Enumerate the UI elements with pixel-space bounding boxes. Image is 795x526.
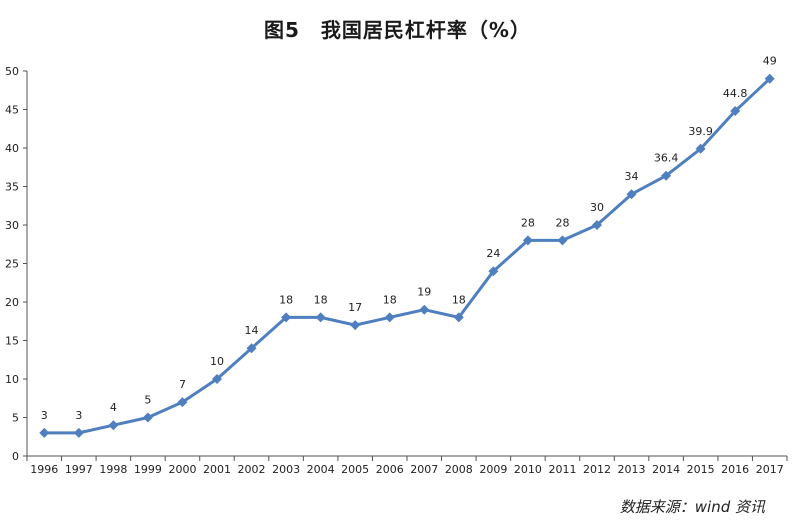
- data-label: 14: [245, 324, 259, 337]
- x-tick-label: 2007: [410, 463, 438, 476]
- series-line: [44, 77, 771, 435]
- data-point-marker: [557, 235, 568, 246]
- data-point-marker: [695, 143, 706, 154]
- data-point-marker: [522, 235, 533, 246]
- data-point-marker: [661, 170, 672, 181]
- y-tick-label: 30: [5, 219, 19, 232]
- data-point-marker: [281, 312, 292, 323]
- data-source-note: 数据来源：wind 资讯: [619, 498, 765, 516]
- x-tick-label: 1999: [134, 463, 162, 476]
- data-label: 36.4: [654, 152, 679, 165]
- data-label: 17: [348, 301, 362, 314]
- x-tick-label: 1998: [99, 463, 127, 476]
- data-label: 5: [144, 394, 151, 407]
- data-point-marker: [108, 420, 119, 431]
- data-label: 18: [452, 293, 466, 306]
- data-label: 18: [314, 293, 328, 306]
- data-label: 3: [41, 409, 48, 422]
- x-tick-label: 2016: [721, 463, 749, 476]
- x-tick-label: 2005: [341, 463, 369, 476]
- data-label: 34: [625, 170, 639, 183]
- x-tick-label: 2004: [307, 463, 335, 476]
- x-tick-label: 1996: [30, 463, 58, 476]
- x-tick-label: 2015: [687, 463, 715, 476]
- data-point-marker: [315, 312, 326, 323]
- x-tick-label: 2011: [548, 463, 576, 476]
- data-label: 39.9: [688, 125, 713, 138]
- data-point-marker: [350, 320, 361, 331]
- x-tick-label: 2009: [479, 463, 507, 476]
- data-point-marker: [730, 106, 741, 117]
- data-label: 30: [590, 201, 604, 214]
- y-tick-label: 50: [5, 65, 19, 78]
- chart-title: 图5 我国居民杠杆率（%）: [264, 18, 531, 42]
- x-tick-label: 2000: [168, 463, 196, 476]
- data-label: 10: [210, 355, 224, 368]
- x-tick-label: 2006: [376, 463, 404, 476]
- data-point-marker: [177, 397, 188, 408]
- y-tick-label: 15: [5, 335, 19, 348]
- y-tick-label: 5: [12, 412, 19, 425]
- x-tick-label: 2014: [652, 463, 680, 476]
- data-label: 4: [110, 401, 117, 414]
- data-label: 28: [555, 216, 569, 229]
- data-point-marker: [39, 427, 50, 438]
- y-tick-label: 0: [12, 450, 19, 463]
- data-point-marker: [142, 412, 153, 423]
- data-label: 18: [279, 293, 293, 306]
- data-label: 24: [486, 247, 500, 260]
- data-label: 44.8: [723, 87, 748, 100]
- x-tick-label: 2002: [238, 463, 266, 476]
- data-point-marker: [592, 220, 602, 230]
- x-tick-label: 2001: [203, 463, 231, 476]
- data-label: 3: [75, 409, 82, 422]
- data-point-marker: [212, 374, 222, 384]
- data-label: 19: [417, 286, 431, 299]
- x-tick-label: 2003: [272, 463, 300, 476]
- data-point-marker: [384, 312, 395, 323]
- y-tick-label: 20: [5, 296, 19, 309]
- x-tick-label: 1997: [65, 463, 93, 476]
- data-point-marker: [246, 343, 257, 354]
- y-tick-label: 40: [5, 142, 19, 155]
- data-label: 18: [383, 293, 397, 306]
- y-tick-label: 35: [5, 181, 19, 194]
- data-label: 49: [763, 55, 777, 68]
- y-tick-label: 10: [5, 373, 19, 386]
- x-tick-label: 2010: [514, 463, 542, 476]
- data-point-marker: [764, 73, 775, 84]
- data-point-marker: [453, 312, 464, 323]
- y-tick-label: 25: [5, 258, 19, 271]
- y-tick-label: 45: [5, 104, 19, 117]
- x-tick-label: 2012: [583, 463, 611, 476]
- x-tick-label: 2017: [756, 463, 784, 476]
- x-tick-label: 2008: [445, 463, 473, 476]
- data-point-marker: [626, 189, 637, 200]
- x-tick-label: 2013: [618, 463, 646, 476]
- data-label: 28: [521, 216, 535, 229]
- data-point-marker: [73, 427, 84, 438]
- data-label: 7: [179, 378, 186, 391]
- data-point-marker: [488, 266, 499, 277]
- data-point-marker: [419, 304, 430, 315]
